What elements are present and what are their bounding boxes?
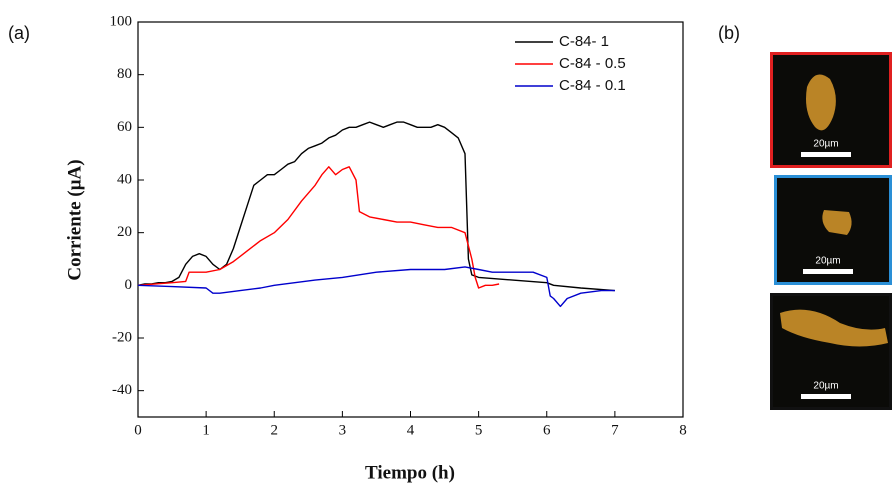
series-line	[137, 121, 615, 292]
particle	[822, 210, 852, 235]
panel-label: (b)	[718, 23, 740, 43]
panel-label: (a)	[8, 23, 30, 43]
particle	[780, 309, 888, 347]
series-line	[137, 266, 615, 308]
x-tick-label: 8	[679, 422, 687, 438]
x-tick-label: 6	[543, 422, 551, 438]
series-line	[137, 166, 500, 289]
x-tick-label: 3	[339, 422, 347, 438]
micrograph: 20µm	[770, 52, 892, 168]
y-tick-label: 0	[125, 277, 133, 293]
y-tick-label: -20	[112, 329, 132, 345]
legend-label: C-84 - 0.5	[559, 55, 626, 72]
y-tick-label: 100	[110, 13, 133, 29]
y-tick-label: 40	[117, 171, 132, 187]
y-tick-label: 80	[117, 66, 132, 82]
legend-label: C-84- 1	[559, 33, 609, 50]
micrograph: 20µm	[770, 293, 892, 410]
plot-area: -40 -20 0 20 40 60 80 100 0 1 2 3 4 5 6 7 8 C-84- 1 C-84 -…	[110, 13, 687, 438]
particle	[806, 74, 836, 131]
x-axis-label: Tiempo (h)	[365, 462, 455, 483]
y-axis-label: Corriente (µA)	[64, 159, 85, 280]
y-tick-label: 60	[117, 119, 132, 135]
scale-bar	[801, 152, 851, 157]
scale-label: 20µm	[813, 139, 838, 150]
scale-label: 20µm	[815, 256, 840, 267]
x-tick-label: 1	[202, 422, 210, 438]
y-tick-label: 20	[117, 224, 132, 240]
scale-bar	[801, 394, 851, 399]
micrograph: 20µm	[774, 175, 892, 285]
x-tick-label: 5	[475, 422, 483, 438]
x-tick-label: 0	[134, 422, 142, 438]
x-tick-label: 4	[407, 422, 415, 438]
x-tick-label: 7	[611, 422, 619, 438]
y-tick-label: -40	[112, 382, 132, 398]
micrographs: 20µm 20µm 20µm	[770, 52, 892, 410]
scale-bar	[803, 269, 853, 274]
x-tick-label: 2	[271, 422, 279, 438]
legend-label: C-84 - 0.1	[559, 77, 626, 94]
scale-label: 20µm	[813, 381, 838, 392]
